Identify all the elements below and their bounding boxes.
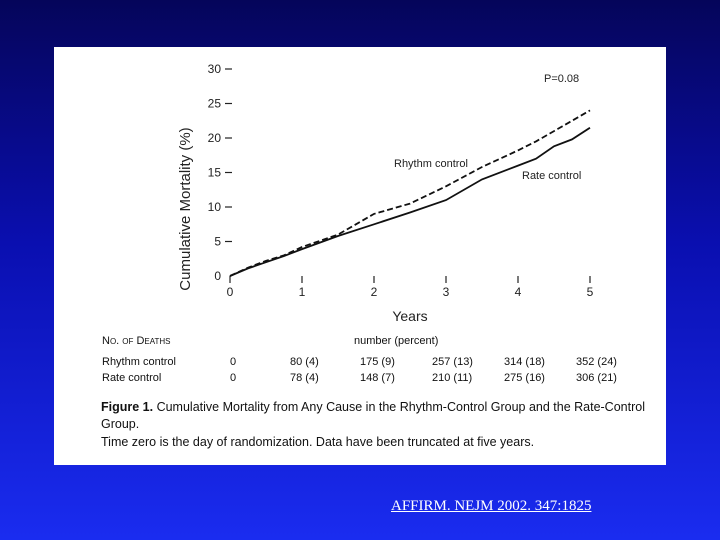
figure-title: Cumulative Mortality from Any Cause in t… [101,400,645,431]
x-axis-label: Years [392,308,427,324]
deaths-cell: 0 [230,356,237,368]
x-tick-label-1: 1 [299,285,306,299]
mortality-chart: Cumulative Mortality (%) Years P=0.08 0 5… [177,62,594,324]
deaths-cell: 352 (24) [576,356,617,368]
y-tick-label-0: 0 [214,269,221,283]
series-label-rate-control: Rate control [522,170,581,182]
deaths-cell: 210 (11) [432,372,473,384]
x-tick-label-4: 4 [515,285,522,299]
y-tick-label-25: 25 [208,97,222,111]
deaths-header-unit: number (percent) [354,335,439,347]
deaths-cell: 175 (9) [360,356,395,368]
deaths-cell: 80 (4) [290,356,319,368]
x-tick-label-0: 0 [227,285,234,299]
deaths-header-label: No. of Deaths [102,335,171,347]
series-label-rhythm-control: Rhythm control [394,158,468,170]
series-line-rate-control [229,126,591,277]
deaths-cell: 314 (18) [504,356,545,368]
y-tick-label-15: 15 [208,166,222,180]
x-tick-label-2: 2 [371,285,378,299]
figure-note: Time zero is the day of randomization. D… [101,435,535,449]
deaths-row-label: Rate control [102,372,162,384]
deaths-row-label: Rhythm control [102,356,176,368]
figure-label: Figure 1. [101,400,154,414]
series-line-rhythm-control [229,109,591,277]
p-value-annotation: P=0.08 [544,73,579,85]
figure-caption: Figure 1. Cumulative Mortality from Any … [101,399,651,433]
figure-panel: Cumulative Mortality (%) Years P=0.08 0 5… [54,47,666,465]
deaths-cell: 306 (21) [576,372,617,384]
x-tick-label-3: 3 [443,285,450,299]
citation: AFFIRM. NEJM 2002. 347:1825 [391,498,592,514]
y-tick-label-5: 5 [214,235,221,249]
y-tick-label-10: 10 [208,200,222,214]
deaths-cell: 257 (13) [432,356,473,368]
x-tick-label-5: 5 [587,285,594,299]
deaths-cell: 78 (4) [290,372,319,384]
deaths-cell: 0 [230,372,237,384]
deaths-cell: 275 (16) [504,372,545,384]
y-tick-label-30: 30 [208,62,222,76]
deaths-cell: 148 (7) [360,372,395,384]
y-tick-label-20: 20 [208,131,222,145]
y-axis-label: Cumulative Mortality (%) [177,127,194,290]
